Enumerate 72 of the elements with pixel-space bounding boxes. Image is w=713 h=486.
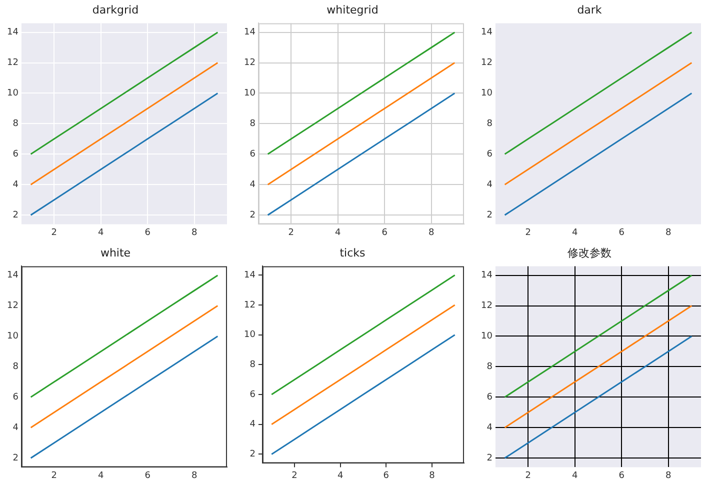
x-tick-label: 8 bbox=[665, 228, 672, 238]
x-tick-label: 4 bbox=[337, 470, 344, 481]
chart-title: darkgrid bbox=[92, 3, 139, 16]
y-tick-label: 14 bbox=[244, 270, 256, 280]
x-tick-label: 2 bbox=[288, 228, 294, 238]
y-tick-label: 10 bbox=[481, 332, 493, 342]
x-tick-label: 8 bbox=[429, 470, 436, 481]
x-tick-label: 8 bbox=[191, 228, 198, 238]
y-tick-label: 6 bbox=[12, 150, 19, 160]
y-tick-label: 8 bbox=[250, 119, 256, 130]
y-tick-label: 10 bbox=[244, 330, 256, 340]
y-tick-label: 12 bbox=[7, 301, 18, 312]
y-tick-label: 6 bbox=[486, 392, 493, 402]
x-tick-label: 4 bbox=[572, 470, 578, 481]
y-tick-label: 12 bbox=[244, 58, 256, 68]
chart-title: white bbox=[100, 246, 131, 260]
y-tick-label: 6 bbox=[486, 150, 493, 160]
y-tick-label: 4 bbox=[12, 180, 19, 190]
y-tick-label: 4 bbox=[12, 422, 19, 433]
y-tick-label: 10 bbox=[481, 88, 493, 99]
y-tick-label: 14 bbox=[7, 270, 19, 281]
y-tick-label: 14 bbox=[7, 28, 19, 38]
y-tick-label: 2 bbox=[486, 210, 492, 220]
x-tick-label: 2 bbox=[51, 470, 58, 481]
y-tick-label: 2 bbox=[250, 210, 256, 220]
y-tick-label: 10 bbox=[7, 332, 19, 342]
y-tick-label: 6 bbox=[250, 390, 256, 400]
y-tick-label: 12 bbox=[244, 300, 256, 310]
x-tick-label: 2 bbox=[525, 470, 532, 481]
x-tick-label: 4 bbox=[98, 228, 104, 238]
x-tick-label: 6 bbox=[382, 228, 388, 238]
y-tick-label: 2 bbox=[250, 450, 256, 460]
x-tick-label: 4 bbox=[572, 228, 578, 238]
chart-title: whitegrid bbox=[326, 3, 378, 16]
y-tick-label: 4 bbox=[250, 180, 256, 190]
y-tick-label: 6 bbox=[12, 392, 19, 402]
x-tick-label: 6 bbox=[618, 470, 625, 481]
y-tick-label: 12 bbox=[481, 301, 492, 312]
y-tick-label: 8 bbox=[486, 119, 493, 130]
y-tick-label: 12 bbox=[7, 58, 18, 68]
y-tick-label: 2 bbox=[12, 453, 18, 464]
chart-title: ticks bbox=[340, 246, 366, 260]
x-tick-label: 4 bbox=[335, 228, 341, 238]
x-tick-label: 8 bbox=[665, 470, 672, 481]
y-tick-label: 2 bbox=[486, 453, 492, 464]
y-tick-label: 10 bbox=[244, 88, 256, 99]
x-tick-label: 6 bbox=[144, 228, 151, 238]
x-tick-label: 4 bbox=[98, 470, 104, 481]
chart-title: 修改参数 bbox=[568, 246, 612, 260]
x-tick-label: 8 bbox=[428, 228, 434, 238]
y-tick-label: 8 bbox=[250, 360, 256, 370]
x-tick-label: 2 bbox=[51, 228, 58, 238]
y-tick-label: 8 bbox=[486, 362, 493, 372]
x-tick-label: 8 bbox=[191, 470, 198, 481]
x-tick-label: 2 bbox=[525, 228, 532, 238]
y-tick-label: 4 bbox=[486, 180, 493, 190]
y-tick-label: 8 bbox=[12, 362, 19, 372]
x-tick-label: 6 bbox=[383, 470, 390, 481]
y-tick-label: 2 bbox=[12, 210, 18, 220]
x-tick-label: 6 bbox=[618, 228, 625, 238]
chart-title: dark bbox=[577, 3, 602, 16]
y-tick-label: 4 bbox=[250, 420, 256, 430]
y-tick-label: 6 bbox=[250, 150, 256, 160]
x-tick-label: 6 bbox=[144, 470, 151, 481]
y-tick-label: 12 bbox=[481, 58, 492, 68]
y-tick-label: 10 bbox=[7, 88, 19, 99]
x-tick-label: 2 bbox=[292, 470, 298, 481]
y-tick-label: 14 bbox=[481, 28, 493, 38]
y-tick-label: 4 bbox=[486, 422, 493, 433]
y-tick-label: 8 bbox=[12, 119, 19, 130]
y-tick-label: 14 bbox=[244, 28, 256, 38]
y-tick-label: 14 bbox=[481, 270, 493, 281]
